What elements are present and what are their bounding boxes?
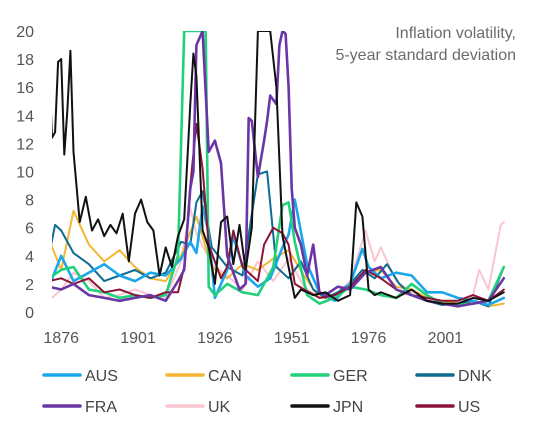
legend-item-ger: GER	[290, 368, 368, 385]
legend-item-fra: FRA	[42, 399, 117, 416]
y-tick-label: 2	[25, 277, 34, 294]
y-tick-label: 20	[16, 24, 34, 41]
legend-item-us: US	[415, 399, 480, 416]
legend-label: US	[458, 399, 480, 416]
legend-label: CAN	[208, 368, 242, 385]
y-tick-label: 12	[16, 136, 34, 153]
y-tick-label: 14	[16, 108, 34, 125]
y-tick-label: 8	[25, 193, 34, 210]
y-tick-label: 6	[25, 221, 34, 238]
legend-label: AUS	[85, 368, 118, 385]
legend: AUS CAN GER DNK FRA UK JPN US	[42, 368, 492, 416]
x-tick-label: 1876	[43, 330, 79, 347]
legend-item-uk: UK	[165, 399, 231, 416]
legend-item-jpn: JPN	[290, 399, 363, 416]
legend-label: DNK	[458, 368, 492, 385]
legend-item-aus: AUS	[42, 368, 118, 385]
x-tick-label: 1976	[351, 330, 387, 347]
y-tick-label: 10	[16, 165, 34, 182]
y-tick-label: 16	[16, 80, 34, 97]
plot-area	[52, 31, 506, 308]
y-tick-label: 4	[25, 249, 34, 266]
chart-title: Inflation volatility,	[395, 25, 516, 42]
x-tick-label: 1951	[274, 330, 310, 347]
x-axis: 1876 1901 1926 1951 1976 2001	[43, 330, 463, 347]
x-tick-label: 2001	[428, 330, 464, 347]
legend-item-dnk: DNK	[415, 368, 492, 385]
chart-subtitle: 5-year standard deviation	[335, 47, 516, 64]
legend-item-can: CAN	[165, 368, 242, 385]
y-tick-label: 0	[25, 305, 34, 322]
legend-label: UK	[208, 399, 231, 416]
series-line-jpn	[52, 31, 505, 305]
x-tick-label: 1926	[197, 330, 233, 347]
series-line-fra	[52, 31, 506, 308]
legend-label: GER	[333, 368, 368, 385]
y-tick-label: 18	[16, 52, 34, 69]
legend-label: FRA	[85, 399, 117, 416]
x-tick-label: 1901	[120, 330, 156, 347]
legend-label: JPN	[333, 399, 363, 416]
